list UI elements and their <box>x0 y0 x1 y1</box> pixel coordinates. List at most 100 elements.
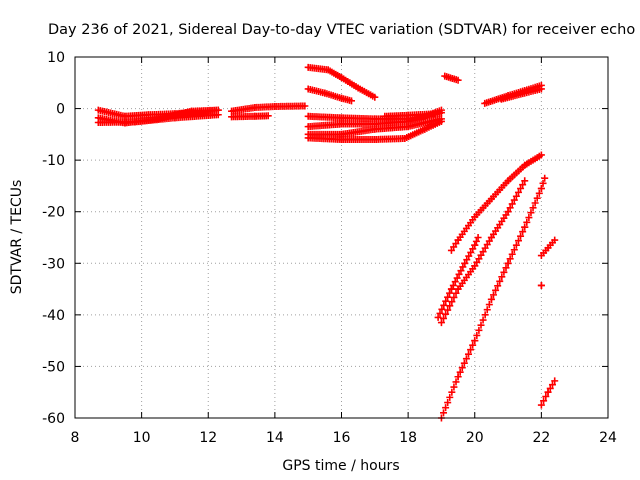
data-point-marker <box>455 270 463 278</box>
data-point-marker <box>437 319 445 327</box>
data-point-marker <box>463 256 471 264</box>
data-point-marker <box>440 409 448 417</box>
y-tick-label: -50 <box>42 359 65 375</box>
data-point-marker <box>214 111 222 119</box>
x-tick-label: 22 <box>532 430 550 446</box>
chart-title: Day 236 of 2021, Sidereal Day-to-day VTE… <box>48 22 635 38</box>
data-point-marker <box>519 228 527 236</box>
data-point-marker <box>462 355 470 363</box>
data-point-marker <box>442 297 450 305</box>
data-point-marker <box>472 237 480 245</box>
data-point-marker <box>437 109 445 117</box>
data-point-marker <box>512 241 520 249</box>
data-track <box>447 151 545 254</box>
x-tick-label: 8 <box>71 430 80 446</box>
x-tick-label: 10 <box>133 430 151 446</box>
data-point-marker <box>510 246 518 254</box>
data-point-marker <box>481 244 489 252</box>
data-point-marker <box>539 179 547 187</box>
plot-frame <box>74 56 609 419</box>
data-point-marker <box>546 384 554 392</box>
data-point-marker <box>485 301 493 309</box>
data-point-marker <box>444 293 452 301</box>
data-point-marker <box>467 248 475 256</box>
data-track <box>304 63 379 101</box>
data-point-marker <box>517 185 525 193</box>
data-point-marker <box>523 218 531 226</box>
data-point-marker <box>537 281 545 289</box>
x-tick-label: 24 <box>599 430 617 446</box>
data-point-marker <box>446 289 454 297</box>
y-tick-label: -60 <box>42 411 65 427</box>
data-point-marker <box>264 112 272 120</box>
data-point-marker <box>506 255 514 263</box>
data-point-marker <box>473 258 481 266</box>
data-point-marker <box>475 255 483 263</box>
data-point-marker <box>508 200 516 208</box>
data-point-marker <box>438 305 446 313</box>
data-point-marker <box>347 97 355 105</box>
data-point-marker <box>514 188 522 196</box>
y-tick-label: -10 <box>42 153 65 169</box>
data-point-marker <box>471 241 479 249</box>
x-tick-label: 12 <box>199 430 217 446</box>
data-point-marker <box>446 393 454 401</box>
x-axis-label: GPS time / hours <box>282 458 399 474</box>
data-point-marker <box>483 306 491 314</box>
data-point-marker <box>492 286 500 294</box>
data-point-marker <box>437 117 445 125</box>
data-point-marker <box>451 278 459 286</box>
data-point-marker <box>537 185 545 193</box>
data-point-marker <box>465 252 473 260</box>
data-point-marker <box>537 85 545 93</box>
data-track <box>228 112 272 121</box>
data-point-marker <box>521 223 529 231</box>
axis-ticks: 8 10 12 14 16 18 20 22 24 10 0 -10 -20 -30 -40 -50 -60 <box>42 50 617 446</box>
data-track <box>228 102 309 115</box>
data-point-marker <box>533 194 541 202</box>
data-point-marker <box>494 282 502 290</box>
data-track <box>537 377 559 409</box>
data-point-marker <box>498 273 506 281</box>
data-point-marker <box>504 208 512 216</box>
data-point-marker <box>519 181 527 189</box>
data-point-marker <box>540 397 548 405</box>
data-point-marker <box>475 326 483 334</box>
data-point-marker <box>517 232 525 240</box>
data-point-marker <box>479 316 487 324</box>
data-point-marker <box>469 245 477 253</box>
y-tick-label: 0 <box>56 102 65 118</box>
data-point-marker <box>467 346 475 354</box>
y-axis-label: SDTVAR / TECUs <box>9 180 25 295</box>
data-point-marker <box>548 381 556 389</box>
data-track <box>537 236 559 260</box>
data-point-marker <box>450 383 458 391</box>
data-point-marker <box>544 388 552 396</box>
data-point-marker <box>535 189 543 197</box>
data-point-marker <box>473 331 481 339</box>
data-point-marker <box>453 274 461 282</box>
data-point-marker <box>447 285 455 293</box>
data-point-marker <box>434 313 442 321</box>
data-track <box>94 111 222 126</box>
data-point-marker <box>431 110 439 118</box>
data-point-marker <box>477 251 485 259</box>
data-point-marker <box>448 388 456 396</box>
x-tick-label: 14 <box>266 430 284 446</box>
data-point-marker <box>521 177 529 185</box>
data-point-marker <box>452 378 460 386</box>
data-point-marker <box>541 174 549 182</box>
data-track <box>304 117 445 144</box>
y-tick-label: -30 <box>42 256 65 272</box>
data-point-marker <box>477 321 485 329</box>
data-point-marker <box>481 311 489 319</box>
data-point-marker <box>454 373 462 381</box>
data-point-marker <box>371 93 379 101</box>
data-point-marker <box>500 268 508 276</box>
x-tick-label: 18 <box>399 430 417 446</box>
x-tick-label: 20 <box>466 430 484 446</box>
data-point-marker <box>551 377 559 385</box>
data-point-marker <box>471 337 479 345</box>
data-point-marker <box>531 199 539 207</box>
